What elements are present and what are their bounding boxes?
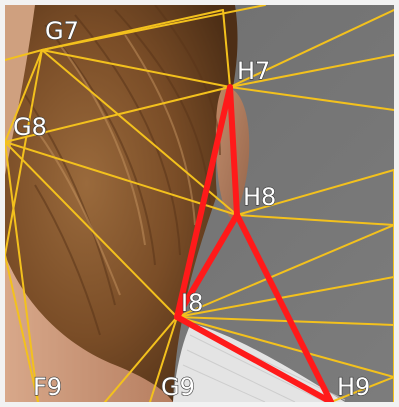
- label-h9: H9: [337, 373, 370, 401]
- label-g7: G7: [45, 17, 79, 45]
- skin-region-left: [5, 5, 35, 175]
- highlight-triangles: [174, 84, 334, 402]
- label-i8: I8: [181, 289, 203, 317]
- hair-highlights: [39, 34, 196, 296]
- label-h8: H8: [243, 183, 276, 211]
- triangle-h8-i8-h9: [174, 212, 334, 402]
- label-h7: H7: [237, 57, 270, 85]
- mesh-lines: [5, 5, 394, 402]
- skin-region-lower: [5, 255, 173, 402]
- label-f9: F9: [33, 373, 62, 401]
- face-mesh-image: G7 H7 G8 H8 I8 F9 G9 H9: [5, 5, 394, 402]
- label-g8: G8: [13, 113, 47, 141]
- label-g9: G9: [161, 373, 195, 401]
